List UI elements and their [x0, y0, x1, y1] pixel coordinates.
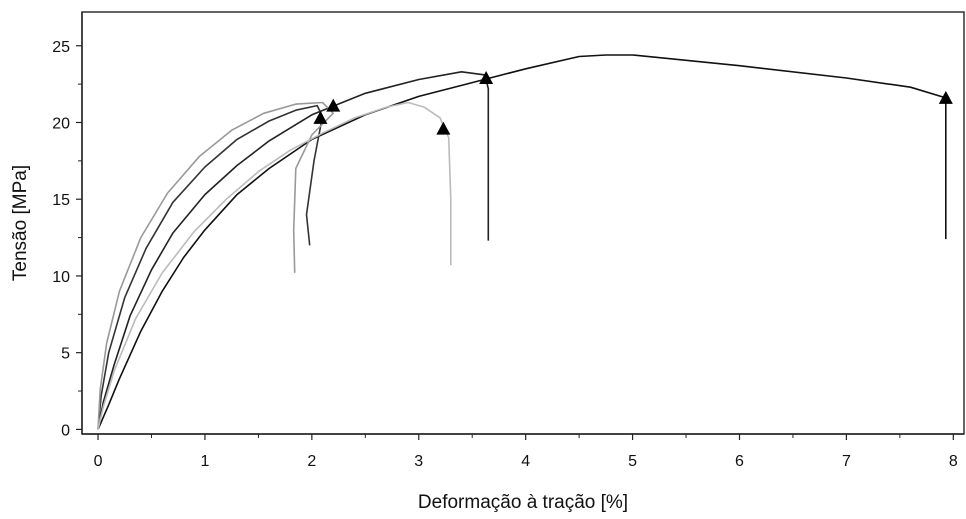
x-tick-label: 8: [949, 453, 958, 470]
plot-frame: [81, 11, 965, 435]
x-axis-label: Deformação à tração [%]: [418, 492, 628, 513]
x-tick-label: 6: [735, 453, 744, 470]
y-tick-label: 20: [52, 115, 70, 132]
break-marker-3: [313, 110, 328, 124]
series-line-5: [97, 101, 452, 430]
x-tick-label: 1: [200, 453, 209, 470]
x-tick-label: 2: [307, 453, 316, 470]
series-line-4: [97, 101, 335, 430]
break-marker-4: [326, 98, 341, 112]
y-axis: 0 5 10 15 20 25: [52, 12, 83, 439]
x-tick-label: 5: [628, 453, 637, 470]
series-layer: [97, 54, 947, 430]
break-markers: [313, 70, 953, 135]
y-tick-label: 5: [61, 346, 70, 363]
x-axis: 0 1 2 3 4 5 6 7 8: [82, 433, 964, 470]
break-marker-1: [938, 90, 953, 104]
y-tick-label: 25: [52, 39, 70, 56]
series-line-3: [97, 104, 324, 430]
x-tick-label: 4: [521, 453, 530, 470]
y-tick-label: 10: [52, 269, 70, 286]
x-tick-label: 7: [842, 453, 851, 470]
y-axis-label: Tensão [MPa]: [10, 165, 31, 281]
break-marker-2: [479, 70, 494, 84]
break-marker-5: [436, 121, 451, 135]
series-line-1: [97, 54, 947, 430]
y-tick-label: 15: [52, 192, 70, 209]
x-tick-label: 0: [94, 453, 103, 470]
y-tick-label: 0: [61, 422, 70, 439]
x-tick-label: 3: [414, 453, 423, 470]
series-line-2: [97, 71, 490, 430]
